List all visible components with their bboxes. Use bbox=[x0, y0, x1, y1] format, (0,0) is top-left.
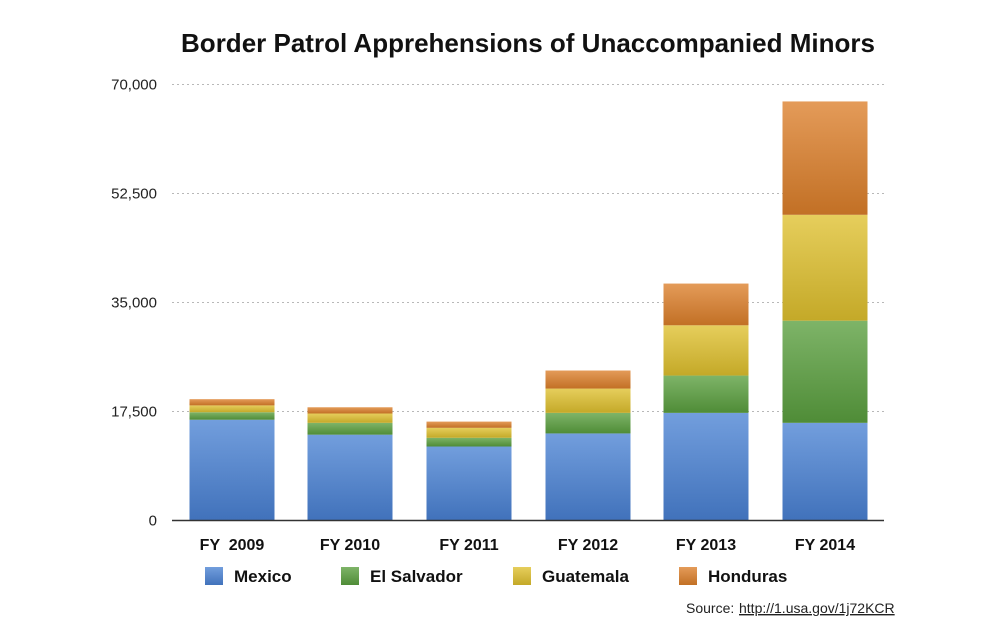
bar-segment-el-salvador bbox=[189, 412, 275, 420]
bar-segment-guatemala bbox=[663, 325, 749, 376]
x-category-label: FY 2014 bbox=[795, 537, 855, 554]
bar-segment-guatemala bbox=[782, 214, 868, 321]
legend-item-guatemala: Guatemala bbox=[513, 567, 629, 586]
legend-label: Mexico bbox=[234, 567, 292, 586]
y-tick-label: 0 bbox=[149, 513, 157, 530]
bar-segment-honduras bbox=[545, 370, 631, 389]
bar-segment-guatemala bbox=[307, 413, 393, 423]
bar-segment-el-salvador bbox=[307, 422, 393, 435]
bar-stack-fy-2014 bbox=[782, 101, 868, 520]
source-link[interactable]: http://1.usa.gov/1j72KCR bbox=[739, 600, 895, 616]
legend-label: Guatemala bbox=[542, 567, 629, 586]
x-category-label: FY 2012 bbox=[558, 537, 618, 554]
legend-item-honduras: Honduras bbox=[679, 567, 787, 586]
bar-segment-guatemala bbox=[426, 427, 512, 438]
legend-swatch bbox=[205, 567, 223, 585]
legend-swatch bbox=[341, 567, 359, 585]
legend-label: Honduras bbox=[708, 567, 787, 586]
legend-label: El Salvador bbox=[370, 567, 463, 586]
bar-stack-fy-2009 bbox=[189, 399, 275, 520]
bar-segment-honduras bbox=[663, 283, 749, 326]
bar-segment-mexico bbox=[782, 422, 868, 520]
y-axis-tick-labels: 0 17,500 35,000 52,500 70,000 bbox=[111, 77, 157, 530]
bar-stack-fy-2012 bbox=[545, 370, 631, 520]
x-category-label: FY 2013 bbox=[676, 537, 736, 554]
y-tick-label: 35,000 bbox=[111, 295, 157, 312]
bar-segment-guatemala bbox=[545, 388, 631, 413]
bar-segment-mexico bbox=[545, 433, 631, 520]
y-tick-label: 52,500 bbox=[111, 186, 157, 203]
bar-segment-mexico bbox=[663, 412, 749, 520]
bar-segment-mexico bbox=[307, 434, 393, 520]
bar-segment-honduras bbox=[307, 407, 393, 414]
source-note: Source: http://1.usa.gov/1j72KCR bbox=[686, 600, 895, 616]
bar-segment-el-salvador bbox=[426, 437, 512, 447]
chart-title: Border Patrol Apprehensions of Unaccompa… bbox=[181, 28, 875, 58]
legend-swatch bbox=[679, 567, 697, 585]
bar-segment-mexico bbox=[189, 419, 275, 520]
legend-item-mexico: Mexico bbox=[205, 567, 292, 586]
bar-segment-honduras bbox=[426, 421, 512, 428]
bar-segment-el-salvador bbox=[782, 320, 868, 423]
grid-lines bbox=[172, 84, 884, 412]
source-label: Source: bbox=[686, 600, 734, 616]
x-axis-category-labels: FY 2009 FY 2010 FY 2011 FY 2012 FY 2013 FY 20… bbox=[200, 537, 856, 554]
bar-stack-fy-2010 bbox=[307, 407, 393, 520]
legend: Mexico El Salvador Guatemala Honduras bbox=[205, 567, 787, 586]
y-tick-label: 17,500 bbox=[111, 404, 157, 421]
bar-stack-fy-2011 bbox=[426, 421, 512, 520]
x-category-label: FY 2009 bbox=[200, 537, 265, 554]
bar-stack-fy-2013 bbox=[663, 283, 749, 520]
bar-segment-el-salvador bbox=[663, 375, 749, 413]
x-category-label: FY 2011 bbox=[439, 537, 498, 554]
legend-item-el-salvador: El Salvador bbox=[341, 567, 463, 586]
x-category-label: FY 2010 bbox=[320, 537, 380, 554]
bar-segment-mexico bbox=[426, 446, 512, 520]
bars bbox=[189, 101, 868, 520]
bar-segment-honduras bbox=[189, 399, 275, 406]
bar-segment-guatemala bbox=[189, 405, 275, 413]
bar-segment-honduras bbox=[782, 101, 868, 215]
bar-segment-el-salvador bbox=[545, 412, 631, 434]
legend-swatch bbox=[513, 567, 531, 585]
y-tick-label: 70,000 bbox=[111, 77, 157, 94]
